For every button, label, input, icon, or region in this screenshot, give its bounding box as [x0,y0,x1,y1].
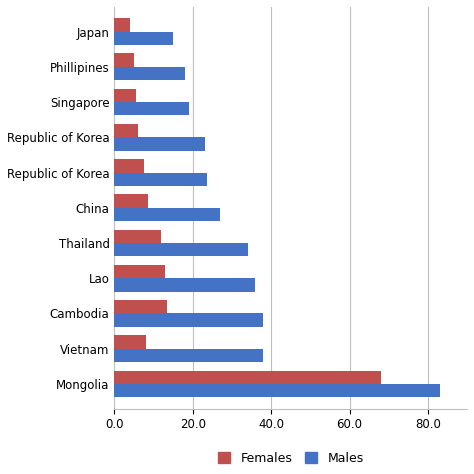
Bar [114,384,439,397]
Bar [114,173,207,186]
Bar [114,67,185,80]
Bar [114,349,264,362]
Bar [114,18,130,32]
Bar [114,208,220,221]
Bar [114,89,136,102]
Bar [114,265,165,278]
Bar [114,229,162,243]
Bar [114,371,381,384]
Bar [114,102,189,116]
Legend: Females, Males: Females, Males [213,447,369,470]
Bar [114,159,144,173]
Bar [114,278,255,292]
Bar [114,243,247,256]
Bar [114,54,134,67]
Bar [114,124,138,137]
Bar [114,335,146,349]
Bar [114,194,148,208]
Bar [114,32,173,45]
Bar [114,300,167,313]
Bar [114,137,205,151]
Bar [114,313,264,327]
